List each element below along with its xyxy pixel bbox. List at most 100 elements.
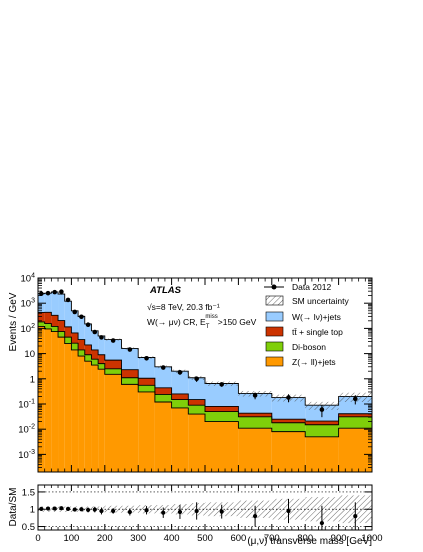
stack-bar-diboson-20 <box>338 416 372 429</box>
stack-bar-diboson-6 <box>78 349 85 357</box>
stack-bar-zlljets-17 <box>238 428 272 472</box>
x-tick-label-100: 100 <box>63 533 79 544</box>
x-tick-label-600: 600 <box>230 533 246 544</box>
stack-bar-diboson-16 <box>205 411 239 422</box>
stack-bar-zlljets-19 <box>305 436 339 472</box>
stack-bar-zlljets-2 <box>51 331 59 472</box>
stack-bar-ttsingletop-20 <box>338 413 372 417</box>
stack-bar-zlljets-16 <box>205 421 239 472</box>
ratio-y-axis-label: Data/SM <box>8 488 19 527</box>
ratio-point-9 <box>99 508 104 514</box>
ratio-y-tick-label-0.5: 0.5 <box>22 522 35 533</box>
y-axis-label: Events / GeV <box>8 292 19 351</box>
stack-bar-zlljets-10 <box>104 374 122 472</box>
ratio-point-5 <box>72 507 77 512</box>
stack-bar-wljets-14 <box>171 371 189 394</box>
stack-bar-ttsingletop-3 <box>58 320 65 332</box>
sm-uncertainty-bin-3 <box>58 293 65 295</box>
ratio-point-19 <box>319 520 324 526</box>
main-y-tick-label--3: 10-3 <box>18 449 35 461</box>
stack-bar-zlljets-7 <box>84 361 92 472</box>
data-point-4 <box>65 297 71 303</box>
stack-bar-zlljets-13 <box>154 401 172 472</box>
stack-bar-wljets-3 <box>58 294 65 321</box>
x-tick-label-300: 300 <box>130 533 146 544</box>
stack-bar-zlljets-15 <box>188 414 205 472</box>
data-point-9 <box>99 335 104 340</box>
main-y-tick-label--1: 10-1 <box>18 398 35 410</box>
x-tick-label-900: 900 <box>331 533 347 544</box>
stack-bar-ttsingletop-0 <box>38 312 45 322</box>
main-y-tick-label-2: 102 <box>21 323 36 335</box>
ratio-point-10 <box>111 508 116 514</box>
legend-zjets-swatch <box>265 356 284 367</box>
stack-bar-wljets-7 <box>84 323 92 345</box>
data-points <box>39 289 358 418</box>
data-point-16 <box>219 382 224 387</box>
ratio-axes: 0 100 200 300 400 500 600 700 800 900 1000 0.5 1 1.5 <box>22 485 383 544</box>
stack-bar-diboson-8 <box>91 359 99 366</box>
ratio-point-20 <box>353 514 358 519</box>
stack-bar-diboson-12 <box>138 385 155 392</box>
x-tick-label-500: 500 <box>197 533 213 544</box>
x-tick-label-200: 200 <box>97 533 113 544</box>
stack-bar-ttsingletop-7 <box>84 344 92 355</box>
ratio-point-18 <box>286 508 291 514</box>
stack-bar-wljets-10 <box>104 339 122 361</box>
stack-bar-diboson-3 <box>58 331 65 338</box>
ratio-y-tick-label-1: 1 <box>30 505 35 516</box>
ratio-points <box>39 498 358 530</box>
data-point-17 <box>252 393 258 398</box>
legend-data-marker <box>271 284 277 290</box>
ratio-point-4 <box>65 506 71 511</box>
data-point-5 <box>72 309 78 315</box>
stack-bar-zlljets-11 <box>121 384 139 472</box>
legend-diboson-swatch <box>265 341 284 352</box>
stack-bar-diboson-1 <box>44 323 52 329</box>
ratio-point-14 <box>177 509 183 515</box>
stack-bar-diboson-13 <box>154 394 172 402</box>
stack-bar-ttsingletop-10 <box>104 360 122 369</box>
legend-diboson-label: Di-boson <box>292 342 326 352</box>
data-point-15 <box>194 376 199 382</box>
main-y-tick-label-1: 10 <box>24 349 35 360</box>
stack-bar-diboson-15 <box>188 405 205 415</box>
stack-bar-ttsingletop-14 <box>171 393 189 400</box>
stack-bar-diboson-17 <box>238 416 272 429</box>
data-point-14 <box>177 370 183 375</box>
ratio-point-1 <box>45 506 51 511</box>
stack-bar-wljets-8 <box>91 330 99 350</box>
stack-bar-zlljets-3 <box>58 337 65 472</box>
stack-bar-diboson-10 <box>104 368 122 375</box>
stack-bar-wljets-16 <box>205 383 239 407</box>
ratio-point-3 <box>59 506 64 511</box>
ratio-point-11 <box>127 509 132 515</box>
stack-bar-ttsingletop-17 <box>238 413 272 417</box>
legend-ttbar-label: tt̄ + single top <box>292 327 343 337</box>
data-point-12 <box>144 356 149 361</box>
stack-bar-zlljets-1 <box>44 328 52 472</box>
stack-bar-ttsingletop-6 <box>78 339 85 350</box>
data-point-6 <box>79 314 84 320</box>
stack-bar-wljets-9 <box>98 335 105 355</box>
stack-bar-zlljets-4 <box>64 343 72 472</box>
ratio-point-17 <box>253 514 258 519</box>
ratio-point-12 <box>144 508 149 513</box>
stack-bar-wljets-6 <box>78 316 85 340</box>
stack-bar-diboson-19 <box>305 424 339 437</box>
stack-bar-ttsingletop-12 <box>138 378 155 386</box>
stack-bar-wljets-13 <box>154 366 172 388</box>
stack-bar-wljets-18 <box>271 397 306 420</box>
stack-bar-diboson-9 <box>98 363 105 370</box>
main-y-tick-label-0: 1 <box>30 374 35 385</box>
stack-outline-zlljets <box>38 325 372 438</box>
stack-bar-zlljets-0 <box>38 326 45 472</box>
legend-zjets-label: Z(→ ll)+jets <box>292 357 336 367</box>
ratio-y-tick-label-1.5: 1.5 <box>22 487 35 498</box>
stack-bar-ttsingletop-8 <box>91 349 99 360</box>
stack-bar-ttsingletop-5 <box>71 332 79 344</box>
stack-bar-zlljets-9 <box>98 369 105 472</box>
ratio-point-2 <box>52 506 57 511</box>
stack-bar-ttsingletop-4 <box>64 326 72 338</box>
